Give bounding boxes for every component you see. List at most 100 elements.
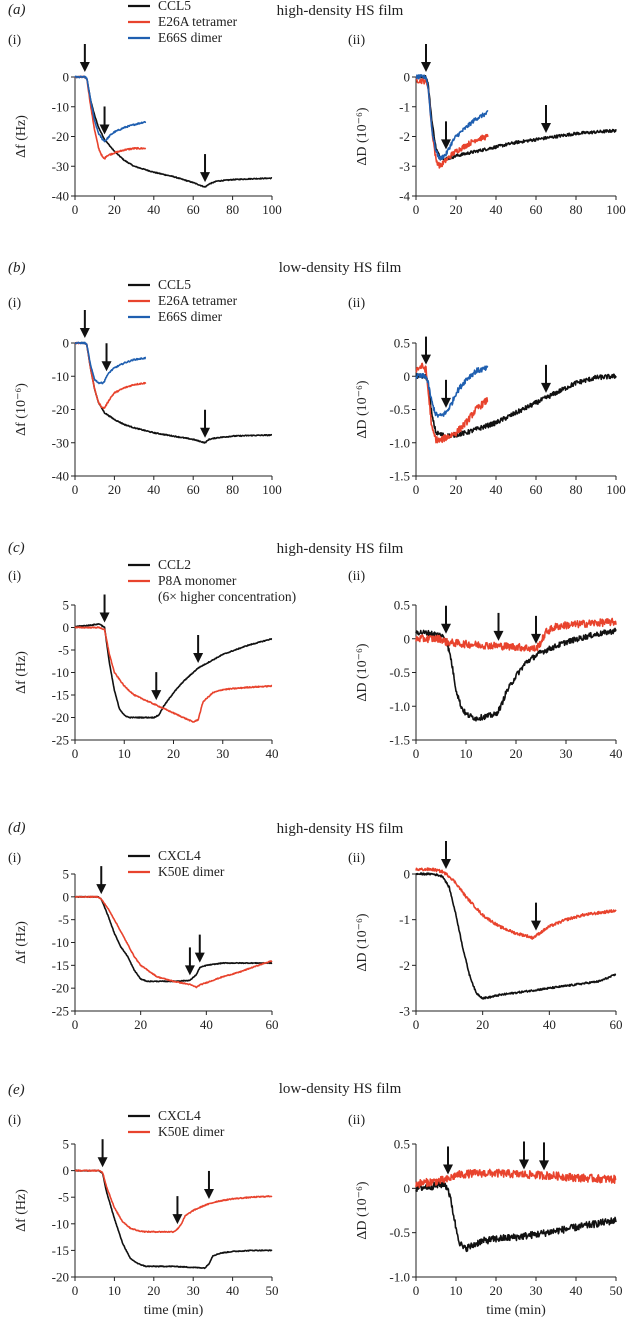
y-tick-label: 0 xyxy=(63,336,70,351)
x-tick-label: 50 xyxy=(266,1283,279,1298)
series-line-p8a-monomer xyxy=(415,617,617,653)
x-tick-label: 50 xyxy=(610,1283,623,1298)
legend-label: CCL2 xyxy=(158,557,191,572)
y-tick-label: -1 xyxy=(399,99,410,114)
y-tick-label: -20 xyxy=(52,402,69,417)
y-tick-label: -1.0 xyxy=(389,1270,410,1285)
sub-panel-label: (i) xyxy=(8,296,22,311)
y-tick-label: 5 xyxy=(63,598,70,613)
sub-panel-label: (ii) xyxy=(348,1113,365,1128)
y-tick-label: -0.5 xyxy=(389,1225,410,1240)
sub-panel-label: (i) xyxy=(8,569,22,584)
y-tick-label: -15 xyxy=(52,958,69,973)
y-tick-label: 0 xyxy=(404,70,411,85)
injection-arrow-marker xyxy=(151,672,162,701)
y-axis-label: ΔD (10⁻⁶) xyxy=(355,913,370,972)
legend-label: CXCL4 xyxy=(158,848,201,863)
series-line-e26a-tetramer xyxy=(415,77,489,169)
x-tick-label: 40 xyxy=(266,746,279,761)
x-tick-label: 100 xyxy=(606,202,626,217)
injection-arrow-marker xyxy=(519,1141,529,1170)
legend-label: K50E dimer xyxy=(158,1124,225,1139)
injection-arrow-marker xyxy=(99,594,110,623)
injection-arrow-marker xyxy=(172,1196,183,1225)
x-tick-label: 100 xyxy=(606,482,626,497)
x-tick-label: 20 xyxy=(134,1017,147,1032)
x-tick-label: 0 xyxy=(72,202,79,217)
y-tick-label: -5 xyxy=(58,643,69,658)
y-tick-label: 0 xyxy=(404,631,411,646)
x-tick-label: 40 xyxy=(543,1017,556,1032)
injection-arrow-marker xyxy=(541,364,551,393)
y-tick-label: -1.5 xyxy=(389,469,410,484)
y-tick-label: 0 xyxy=(63,70,70,85)
x-tick-label: 10 xyxy=(450,1283,463,1298)
legend-label: P8A monomer xyxy=(158,573,237,588)
y-tick-label: -25 xyxy=(52,1004,69,1019)
legend-label: (6× higher concentration) xyxy=(158,589,296,604)
legend-label: E66S dimer xyxy=(158,309,223,324)
x-tick-label: 0 xyxy=(413,1017,420,1032)
panel-title: low-density HS film xyxy=(279,1081,402,1097)
x-tick-label: 10 xyxy=(460,746,473,761)
x-tick-label: 60 xyxy=(530,482,543,497)
y-tick-label: -10 xyxy=(52,99,69,114)
y-tick-label: 0.5 xyxy=(394,598,410,613)
injection-arrow-marker xyxy=(200,154,211,183)
series-line-cxcl4 xyxy=(415,872,617,1000)
y-tick-label: -40 xyxy=(52,189,69,204)
sub-panel-label: (i) xyxy=(8,33,22,48)
injection-arrow-marker xyxy=(193,635,204,663)
y-tick-label: 0.5 xyxy=(394,336,410,351)
sub-panel-label: (ii) xyxy=(348,851,365,866)
legend-label: CCL5 xyxy=(158,0,191,13)
y-tick-label: 5 xyxy=(63,867,70,882)
y-axis-label: ΔD (10⁻⁶) xyxy=(355,380,370,439)
injection-arrow-marker xyxy=(541,104,551,133)
injection-arrow-marker xyxy=(443,1146,453,1175)
legend-label: CXCL4 xyxy=(158,1108,201,1123)
injection-arrow-marker xyxy=(97,1139,108,1168)
y-tick-label: -2 xyxy=(399,129,410,144)
y-tick-label: -10 xyxy=(52,1216,69,1231)
panel-a: (a) high-density HS film(i)0-10-20-30-400… xyxy=(8,0,626,217)
x-tick-label: 40 xyxy=(490,482,503,497)
panel-title: high-density HS film xyxy=(277,541,404,557)
series-line-k50e-dimer xyxy=(415,1168,617,1189)
y-tick-label: -20 xyxy=(52,1270,69,1285)
sub-panel-label: (ii) xyxy=(348,33,365,48)
x-tick-label: 20 xyxy=(476,1017,489,1032)
y-tick-label: -0.5 xyxy=(389,402,410,417)
series-line-k50e-dimer xyxy=(415,867,617,940)
x-tick-label: 40 xyxy=(490,202,503,217)
injection-arrow-marker xyxy=(441,121,451,150)
y-tick-label: -3 xyxy=(399,1004,410,1019)
injection-arrow-marker xyxy=(441,605,451,634)
y-tick-label: 0 xyxy=(404,867,411,882)
x-tick-label: 30 xyxy=(560,746,573,761)
sub-panel-label: (ii) xyxy=(348,296,365,311)
x-tick-label: 40 xyxy=(570,1283,583,1298)
y-axis-label: ΔD (10⁻⁶) xyxy=(355,643,370,702)
injection-arrow-marker xyxy=(79,44,90,72)
y-tick-label: -30 xyxy=(52,159,69,174)
panel-letter: (e) xyxy=(8,1082,25,1098)
x-tick-label: 0 xyxy=(413,202,420,217)
y-tick-label: 0.5 xyxy=(394,1137,410,1152)
panel-letter: (b) xyxy=(8,260,26,276)
legend-label: E66S dimer xyxy=(158,30,223,45)
y-tick-label: 0 xyxy=(404,369,411,384)
y-tick-label: -10 xyxy=(52,935,69,950)
x-tick-label: 20 xyxy=(108,202,121,217)
series-line-e66s-dimer xyxy=(415,74,489,161)
series-line-cxcl4 xyxy=(74,1169,273,1270)
injection-arrow-marker xyxy=(421,336,431,365)
